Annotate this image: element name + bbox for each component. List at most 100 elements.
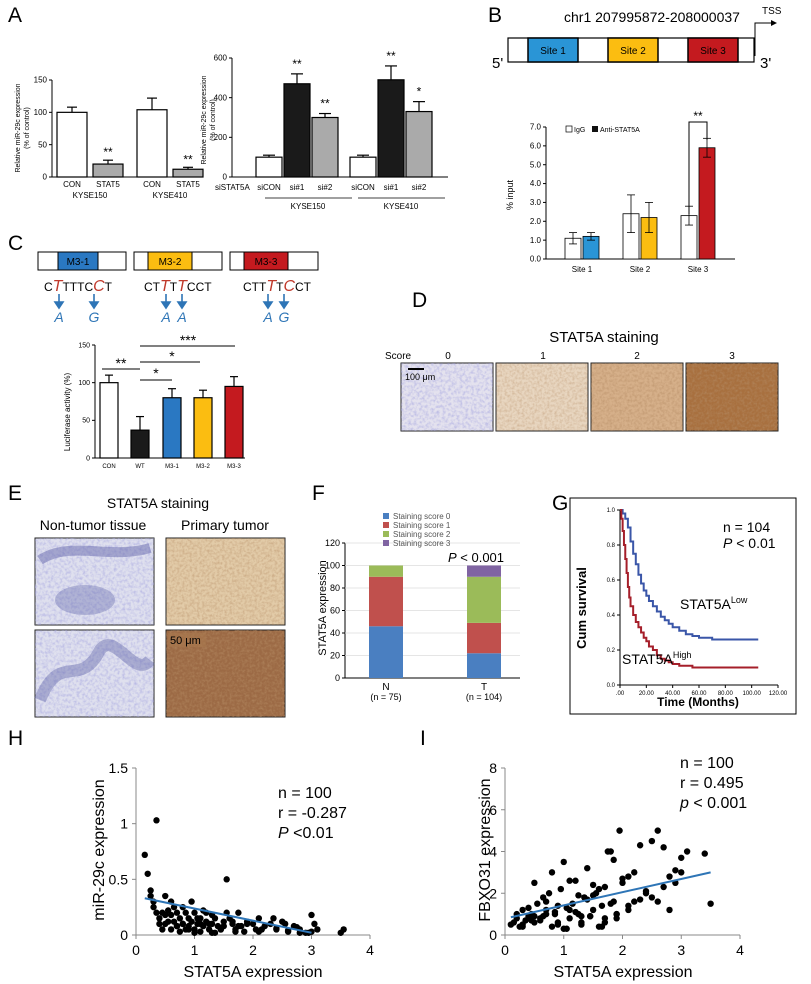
g-low-base: STAT5A bbox=[680, 596, 731, 612]
a-sistat5a-label: siSTAT5A bbox=[215, 183, 250, 192]
b-site2-box bbox=[607, 37, 659, 63]
i-point bbox=[525, 904, 532, 912]
g-curve-low bbox=[620, 509, 759, 641]
f-ytick-label: 20 bbox=[330, 651, 340, 661]
b-sig-bracket bbox=[688, 121, 708, 214]
i-xtick-label: 3 bbox=[677, 942, 685, 958]
i-point bbox=[539, 913, 547, 920]
b-ytick-label: 0.0 bbox=[530, 255, 542, 264]
i-point bbox=[589, 906, 597, 914]
i-point bbox=[560, 858, 567, 866]
c-bar bbox=[99, 382, 119, 459]
c-seq1-part1: C bbox=[44, 280, 53, 294]
c-arrowhead-2a bbox=[160, 301, 172, 310]
b-ytick-label: 1.0 bbox=[530, 236, 542, 245]
g-ytick-label: 0.4 bbox=[607, 613, 616, 619]
b-tss-arrow bbox=[754, 22, 775, 56]
i-ytick-label: 6 bbox=[489, 802, 497, 818]
i-point bbox=[584, 865, 591, 872]
e-micro-n2-texture bbox=[35, 630, 154, 717]
f-legend-swatch bbox=[383, 531, 389, 537]
d-micro2-texture bbox=[591, 363, 683, 431]
a-left-cat: CON bbox=[63, 180, 81, 189]
c-m3-site bbox=[243, 251, 289, 271]
i-point bbox=[557, 885, 565, 893]
c-ytick-label: 50 bbox=[82, 418, 90, 425]
i-point bbox=[636, 842, 644, 849]
b-site3-label: Site 3 bbox=[700, 46, 726, 57]
h-point bbox=[162, 892, 169, 900]
d-micrograph-score3 bbox=[685, 362, 779, 432]
a-left-ytick-label: 150 bbox=[34, 76, 48, 85]
h-xtick-label: 1 bbox=[191, 942, 199, 958]
d-title: STAT5A staining bbox=[549, 329, 659, 346]
f-ytick-label: 80 bbox=[330, 583, 340, 593]
b-three-prime: 3' bbox=[760, 55, 771, 72]
i-xtick-label: 1 bbox=[560, 942, 568, 958]
i-p-italic: p bbox=[679, 795, 689, 812]
i-point bbox=[610, 898, 617, 905]
h-point bbox=[340, 926, 347, 933]
h-point bbox=[156, 920, 163, 928]
i-point bbox=[566, 877, 573, 884]
g-xlabel: Time (Months) bbox=[657, 695, 739, 709]
c-arrowhead-3b bbox=[278, 301, 290, 310]
c-cat: M3-1 bbox=[165, 464, 179, 470]
i-n: n = 100 bbox=[680, 755, 734, 772]
f-ytick-label: 120 bbox=[325, 538, 340, 548]
c-seq2-part1: CT bbox=[144, 280, 161, 294]
panel-label-b: B bbox=[488, 4, 502, 27]
c-bar bbox=[193, 397, 213, 459]
h-point bbox=[185, 926, 192, 933]
i-point bbox=[707, 900, 714, 907]
g-high-label: STAT5AHigh bbox=[622, 650, 691, 667]
e-micro-t1-texture bbox=[166, 538, 285, 625]
b-legend-anti-swatch bbox=[592, 126, 598, 132]
c-ylabel: Luciferase activity (%) bbox=[63, 373, 72, 452]
h-ytick-label: 0 bbox=[120, 927, 128, 943]
a-left-cat: STAT5 bbox=[176, 180, 200, 189]
i-point bbox=[595, 885, 603, 893]
b-site1-box bbox=[527, 37, 579, 63]
i-point bbox=[672, 867, 679, 874]
g-ytick-label: 1.0 bbox=[607, 508, 616, 514]
h-r: r = -0.287 bbox=[278, 805, 347, 822]
i-point bbox=[589, 881, 597, 889]
c-bar bbox=[130, 429, 150, 459]
g-n: n = 104 bbox=[723, 519, 770, 535]
a-right-sig: * bbox=[417, 85, 422, 99]
b-chromosome-coords: chr1 207995872-208000037 bbox=[564, 9, 740, 25]
chart-a-left: 0 50 100 150 CON STAT5 ** CON STAT5 ** bbox=[34, 76, 204, 189]
a-left-ylabel-line2: (% of control) bbox=[24, 107, 31, 149]
b-ytick-label: 4.0 bbox=[530, 179, 542, 188]
i-point bbox=[678, 854, 685, 861]
i-xtick-label: 4 bbox=[736, 942, 744, 958]
f-segment bbox=[467, 565, 501, 577]
h-point bbox=[197, 920, 204, 928]
e-micro-normal-2 bbox=[34, 629, 155, 718]
e-scale-text: 50 μm bbox=[170, 635, 201, 647]
c-mut-2a: A bbox=[160, 309, 170, 325]
h-point bbox=[314, 926, 321, 933]
i-point bbox=[598, 923, 606, 930]
g-xtick-label: 100.00 bbox=[742, 691, 761, 697]
i-point bbox=[683, 848, 691, 855]
h-xtick-label: 3 bbox=[308, 942, 316, 958]
g-p-italic: P bbox=[723, 535, 733, 551]
g-ytick-label: 0.8 bbox=[607, 543, 616, 549]
h-point bbox=[241, 928, 248, 935]
panel-label-e: E bbox=[8, 482, 22, 505]
b-cat: Site 3 bbox=[688, 265, 709, 274]
h-point bbox=[311, 920, 318, 928]
f-pvalue: P < 0.001 bbox=[448, 550, 504, 565]
i-point bbox=[572, 908, 579, 916]
g-ylabel: Cum survival bbox=[574, 567, 589, 649]
i-xtick-label: 0 bbox=[501, 942, 509, 958]
i-point bbox=[551, 908, 559, 916]
h-point bbox=[164, 918, 172, 925]
i-ylabel: FBXO31 expression bbox=[477, 778, 494, 921]
a-left-cat: STAT5 bbox=[96, 180, 120, 189]
h-point bbox=[197, 928, 204, 935]
h-point bbox=[258, 926, 265, 933]
chart-a-right: 0 200 400 600 siCON si#1 ** si#2 ** siCON si#1 ** si… bbox=[214, 49, 448, 192]
